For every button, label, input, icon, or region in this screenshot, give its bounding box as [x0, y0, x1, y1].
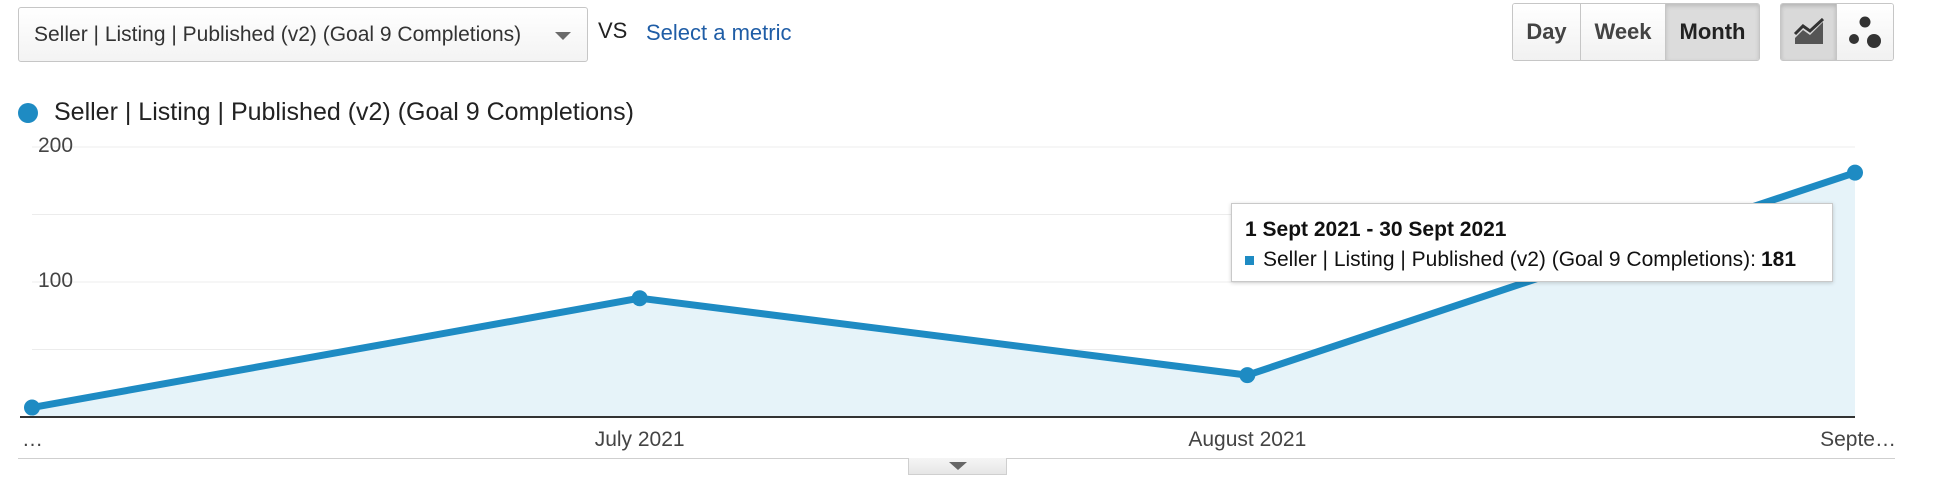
vs-label: VS	[598, 18, 628, 43]
period-toggle-group: Day Week Month	[1512, 3, 1760, 61]
line-chart-icon	[1793, 18, 1824, 44]
data-point	[1847, 164, 1863, 181]
legend-swatch	[18, 102, 38, 123]
select-metric-link[interactable]: Select a metric	[646, 20, 792, 45]
data-point	[631, 290, 648, 307]
month-button[interactable]: Month	[1666, 4, 1759, 60]
week-button[interactable]: Week	[1581, 4, 1666, 60]
motion-chart-view-button[interactable]	[1837, 4, 1893, 60]
line-chart-view-button[interactable]	[1781, 4, 1837, 60]
chart-view-toggle	[1780, 3, 1894, 61]
legend-label: Seller | Listing | Published (v2) (Goal …	[54, 98, 634, 126]
metric-select-dropdown[interactable]: Seller | Listing | Published (v2) (Goal …	[18, 7, 588, 62]
data-point	[1239, 367, 1256, 384]
tooltip-value: 181	[1760, 248, 1797, 271]
expand-chart-toggle[interactable]	[908, 458, 1007, 475]
chart-legend: Seller | Listing | Published (v2) (Goal …	[18, 98, 634, 127]
x-tick-label: Septe…	[1820, 428, 1896, 451]
chevron-down-icon	[948, 462, 967, 470]
tooltip-row: Seller | Listing | Published (v2) (Goal …	[1245, 248, 1832, 272]
day-button[interactable]: Day	[1513, 4, 1581, 60]
tooltip-swatch	[1245, 255, 1254, 265]
tooltip-series-label: Seller | Listing | Published (v2) (Goal …	[1263, 248, 1756, 271]
motion-chart-icon	[1849, 16, 1881, 48]
y-tick-label: 100	[38, 269, 73, 292]
chevron-down-icon	[555, 32, 571, 40]
series-area	[32, 172, 1855, 417]
x-tick-label: …	[22, 428, 43, 451]
tooltip-date-range: 1 Sept 2021 - 30 Sept 2021	[1245, 218, 1507, 241]
x-tick-label: July 2021	[595, 428, 685, 451]
metric-select-value: Seller | Listing | Published (v2) (Goal …	[34, 22, 522, 46]
data-point	[24, 399, 40, 416]
chart-tooltip: 1 Sept 2021 - 30 Sept 2021 Seller | List…	[1231, 203, 1833, 282]
y-tick-label: 200	[38, 134, 73, 157]
x-tick-label: August 2021	[1188, 428, 1306, 451]
